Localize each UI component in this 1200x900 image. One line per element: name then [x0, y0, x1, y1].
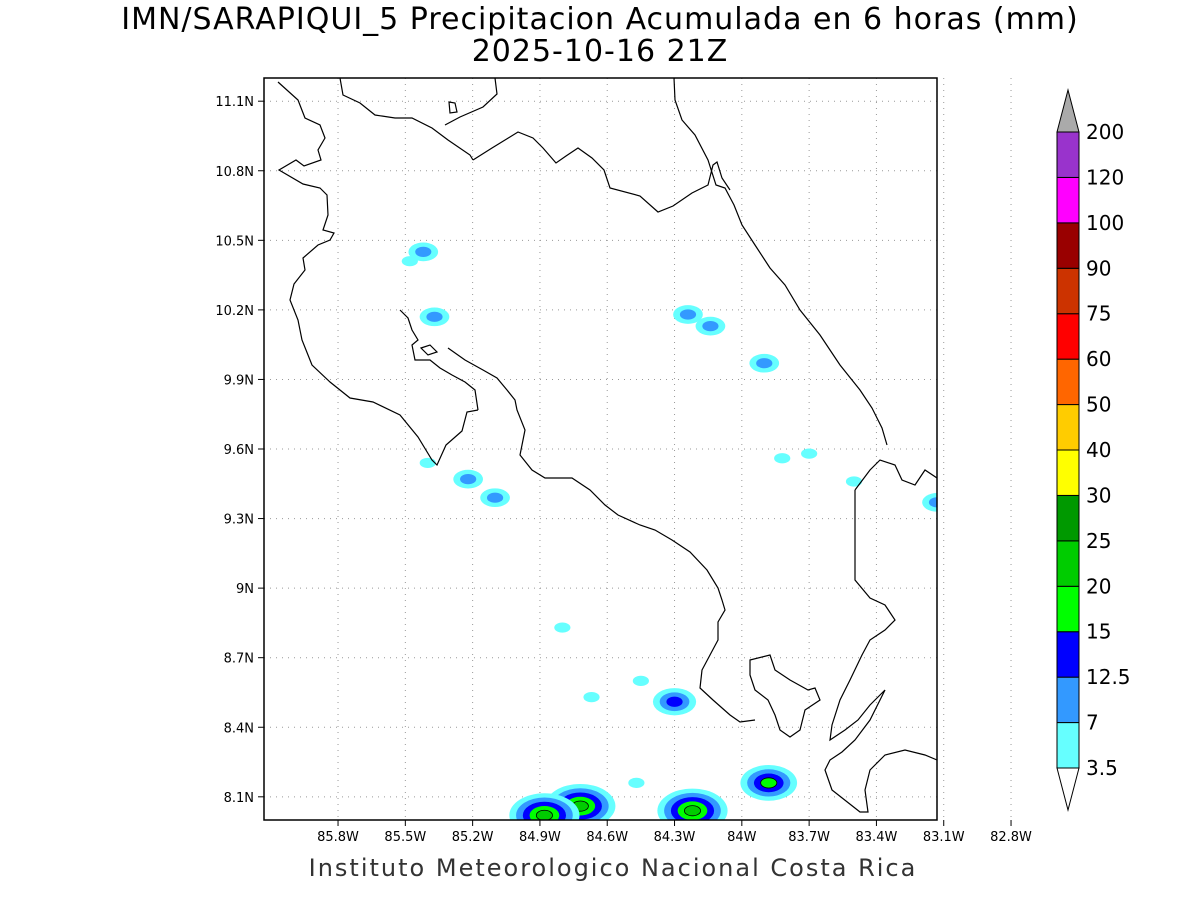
- precip-cell: [628, 777, 645, 789]
- colorbar-label: 30: [1086, 483, 1111, 507]
- precip-cell: [673, 305, 703, 324]
- colorbar-swatch: [1056, 722, 1080, 769]
- chart-subtitle: 2025-10-16 21Z: [471, 34, 729, 69]
- colorbar-swatch: [1056, 358, 1080, 406]
- colorbar-label: 12.5: [1086, 665, 1131, 689]
- colorbar-label: 50: [1086, 393, 1111, 417]
- island-small-north: [448, 101, 458, 114]
- precip-cell: [401, 256, 418, 267]
- caribbean-coast-nicaragua: [472, 131, 731, 213]
- precip-cell: [453, 469, 483, 489]
- colorbar-label: 3.5: [1086, 756, 1118, 780]
- colorbar-label: 120: [1086, 165, 1124, 189]
- precip-cell: [996, 570, 1026, 589]
- colorbar-label: 20: [1086, 574, 1111, 598]
- colorbar-label: 100: [1086, 211, 1124, 235]
- lon-tick-label: 85.8W: [317, 830, 359, 845]
- colorbar-over-triangle: [1056, 88, 1080, 133]
- precip-cell: [419, 307, 450, 327]
- precip-cell: [480, 488, 510, 508]
- precip-cell: [774, 453, 791, 464]
- lat-tick-label: 10.2N: [215, 304, 254, 319]
- colorbar-swatch: [1056, 676, 1080, 724]
- credit-text: Instituto Meteorologico Nacional Costa R…: [308, 854, 918, 882]
- precip-cell: [419, 457, 436, 469]
- colorbar-swatch: [1056, 176, 1080, 224]
- lon-tick-label: 85.5W: [384, 830, 426, 845]
- lat-tick-label: 9.3N: [224, 513, 254, 528]
- precip-cell: [749, 353, 780, 373]
- lon-tick-label: 84.6W: [586, 830, 628, 845]
- colorbar-label: 90: [1086, 256, 1111, 280]
- colorbar-swatch: [1056, 494, 1080, 542]
- colorbar-swatch: [1056, 540, 1080, 587]
- colorbar-swatch: [1056, 585, 1080, 633]
- precip-cell: [408, 242, 439, 262]
- coast-caribbean: [673, 78, 888, 446]
- lon-tick-label: 84.9W: [519, 830, 561, 845]
- lat-tick-label: 11.1N: [215, 95, 254, 110]
- precip-cell: [980, 551, 1010, 570]
- precip-cell: [845, 476, 863, 487]
- lat-tick-label: 8.4N: [224, 721, 254, 736]
- colorbar-label: 200: [1086, 120, 1124, 144]
- colorbar-under-triangle: [1056, 767, 1080, 812]
- colorbar-swatch: [1056, 313, 1080, 360]
- precip-cell: [657, 788, 728, 820]
- lon-tick-label: 83.7W: [788, 830, 830, 845]
- colorbar-swatch: [1056, 222, 1080, 269]
- osa-peninsula: [749, 654, 821, 738]
- colorbar-label: 60: [1086, 347, 1111, 371]
- precip-cell: [695, 316, 726, 336]
- colorbar-swatch: [1056, 267, 1080, 315]
- colorbar-swatch: [1056, 131, 1080, 178]
- precip-cell: [740, 765, 798, 801]
- precip-cell: [951, 523, 967, 533]
- lon-tick-label: 82.8W: [990, 830, 1032, 845]
- coastline-north: [277, 81, 479, 467]
- precip-cell: [583, 692, 600, 703]
- gulf-of-nicoya: [399, 309, 479, 411]
- lat-tick-label: 9.6N: [224, 443, 254, 458]
- inland-border: [447, 347, 756, 723]
- lon-tick-label: 84W: [727, 830, 757, 845]
- lon-tick-label: 85.2W: [452, 830, 494, 845]
- precip-cell: [1023, 602, 1053, 621]
- colorbar-swatch: [1056, 449, 1080, 496]
- precip-cell: [922, 492, 937, 512]
- precip-cell: [632, 675, 649, 686]
- colorbar-swatch: [1056, 631, 1080, 678]
- lon-tick-label: 83.1W: [923, 830, 965, 845]
- colorbar-label: 75: [1086, 302, 1111, 326]
- panama-border: [854, 459, 937, 491]
- colorbar-label: 40: [1086, 438, 1111, 462]
- lat-tick-label: 9N: [236, 582, 254, 597]
- axis-tick-labels: 85.8W 85.5W 85.2W 84.9W 84.6W 84.3W 84W 83.7W 83…: [215, 95, 1032, 845]
- river-san-juan: [444, 78, 498, 126]
- precipitation-field: [401, 242, 1053, 820]
- lat-tick-label: 10.5N: [215, 234, 254, 249]
- coastline-borders: [277, 78, 937, 813]
- precip-cell: [801, 448, 818, 459]
- precip-cell: [509, 793, 580, 820]
- lat-tick-label: 8.1N: [224, 791, 254, 806]
- colorbar-label: 7: [1086, 711, 1099, 735]
- colorbar-swatch: [1056, 404, 1080, 451]
- lat-tick-label: 9.9N: [224, 373, 254, 388]
- lake-nicaragua-shore: [339, 78, 474, 161]
- lon-tick-label: 83.4W: [856, 830, 898, 845]
- chart-title: IMN/SARAPIQUI_5 Precipitacion Acumulada …: [121, 2, 1079, 37]
- map-gridlines: [264, 78, 1012, 820]
- lat-tick-label: 8.7N: [224, 652, 254, 667]
- precip-cell: [652, 688, 697, 716]
- island-nicoya: [419, 344, 439, 356]
- precip-cell: [554, 622, 571, 633]
- colorbar-label: 15: [1086, 620, 1111, 644]
- lon-tick-label: 84.3W: [654, 830, 696, 845]
- colorbar-label: 25: [1086, 529, 1111, 553]
- panama-coast: [824, 490, 937, 813]
- lat-tick-label: 10.8N: [215, 165, 254, 180]
- colorbar-legend: 3.5 7 12.5 15 20 25 30 40 50 60 75 90 100 120 200: [1056, 88, 1131, 812]
